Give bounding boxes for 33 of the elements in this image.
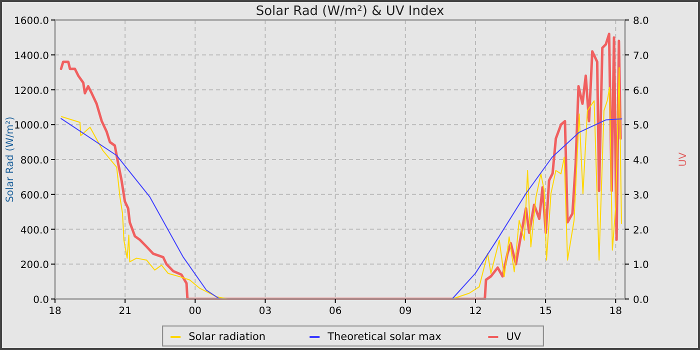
x-tick-label: 18 (609, 306, 622, 317)
y2-tick-label: 2.0 (633, 225, 649, 236)
x-tick-label: 06 (328, 306, 342, 317)
y-tick-label: 600.0 (20, 190, 49, 202)
x-tick-label: 12 (469, 306, 482, 317)
y2-tick-label: 6.0 (633, 86, 649, 97)
y-tick-label: 1600.0 (14, 16, 49, 27)
x-tick-label: 00 (188, 306, 202, 317)
legend-label: UV (506, 331, 522, 343)
y-axis-title: Solar Rad (W/m²) (5, 116, 16, 202)
y-tick-label: 1200.0 (14, 86, 49, 97)
x-tick-label: 09 (399, 306, 412, 317)
x-tick-label: 03 (258, 306, 272, 317)
y2-tick-label: 0.0 (633, 295, 649, 306)
y2-tick-label: 5.0 (633, 120, 649, 132)
y-tick-label: 1400.0 (14, 50, 49, 62)
y2-tick-label: 8.0 (633, 16, 649, 27)
y2-axis-title: UV (678, 152, 689, 167)
y2-tick-label: 7.0 (633, 50, 649, 62)
legend-label: Theoretical solar max (326, 331, 442, 343)
y-tick-label: 200.0 (20, 260, 49, 272)
x-tick-label: 18 (48, 306, 62, 317)
y2-tick-label: 1.0 (633, 260, 649, 272)
legend-label: Solar radiation (188, 331, 266, 343)
y-tick-label: 0.0 (33, 295, 49, 306)
x-tick-label: 15 (539, 306, 552, 317)
x-tick-label: 21 (118, 306, 132, 317)
y-tick-label: 400.0 (20, 225, 49, 236)
y2-tick-label: 3.0 (633, 190, 649, 202)
y-tick-label: 800.0 (20, 156, 49, 166)
y2-tick-label: 4.0 (633, 156, 649, 166)
chart-title: Solar Rad (W/m²) & UV Index (256, 4, 444, 19)
y-tick-label: 1000.0 (14, 120, 49, 132)
